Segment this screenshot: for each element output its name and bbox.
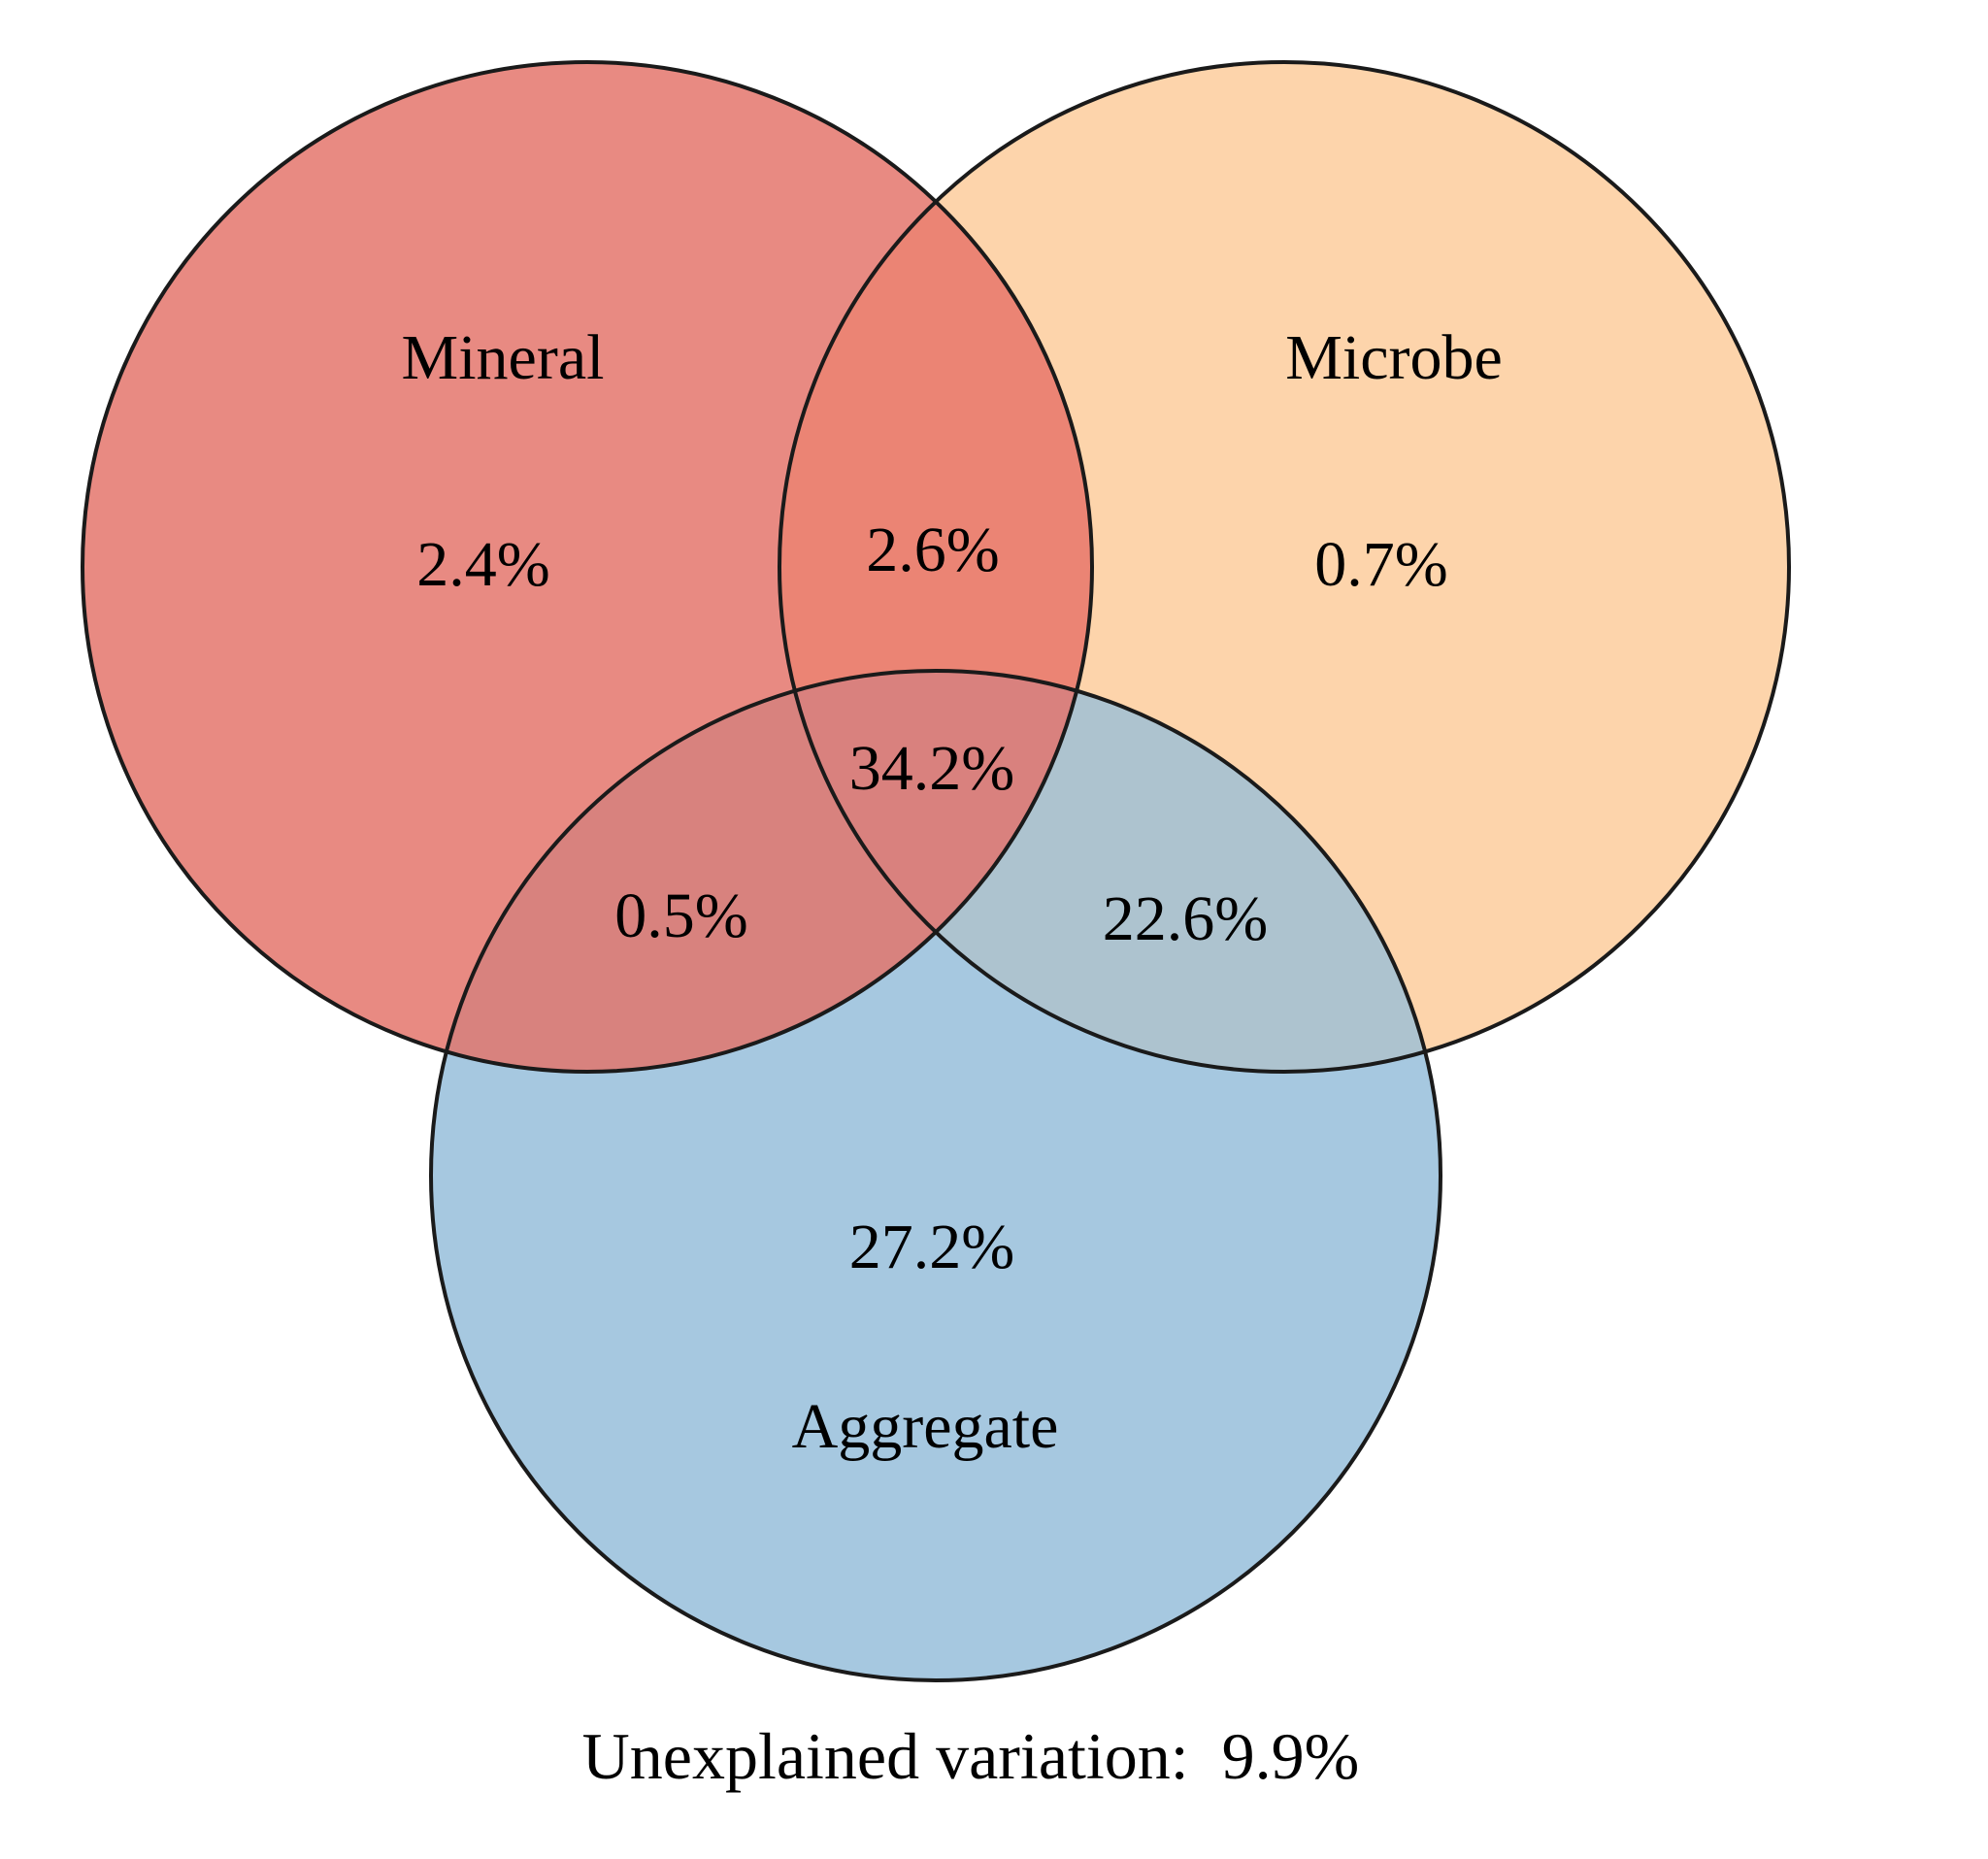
aggregate-outline (429, 669, 1442, 1682)
microbe-outline (778, 60, 1791, 1074)
unexplained-variation: Unexplained variation: 9.9% (582, 1719, 1360, 1793)
aggregate-label: Aggregate (792, 1391, 1059, 1462)
microbe-label: Microbe (1285, 322, 1503, 393)
mineral-only-value: 2.4% (416, 529, 549, 600)
aggregate-only-value: 27.2% (849, 1212, 1014, 1282)
mineral-aggregate-overlap (431, 671, 1092, 1072)
microbe-aggregate-overlap (779, 671, 1441, 1072)
mineral-microbe-value: 2.6% (866, 515, 999, 585)
mineral-label: Mineral (402, 322, 605, 393)
mineral-aggregate-value: 0.5% (614, 880, 747, 951)
mineral-outline (81, 60, 1094, 1074)
microbe-aggregate-value: 22.6% (1103, 883, 1268, 954)
microbe-only-value: 0.7% (1314, 529, 1447, 600)
all-three-value: 34.2% (849, 733, 1014, 804)
